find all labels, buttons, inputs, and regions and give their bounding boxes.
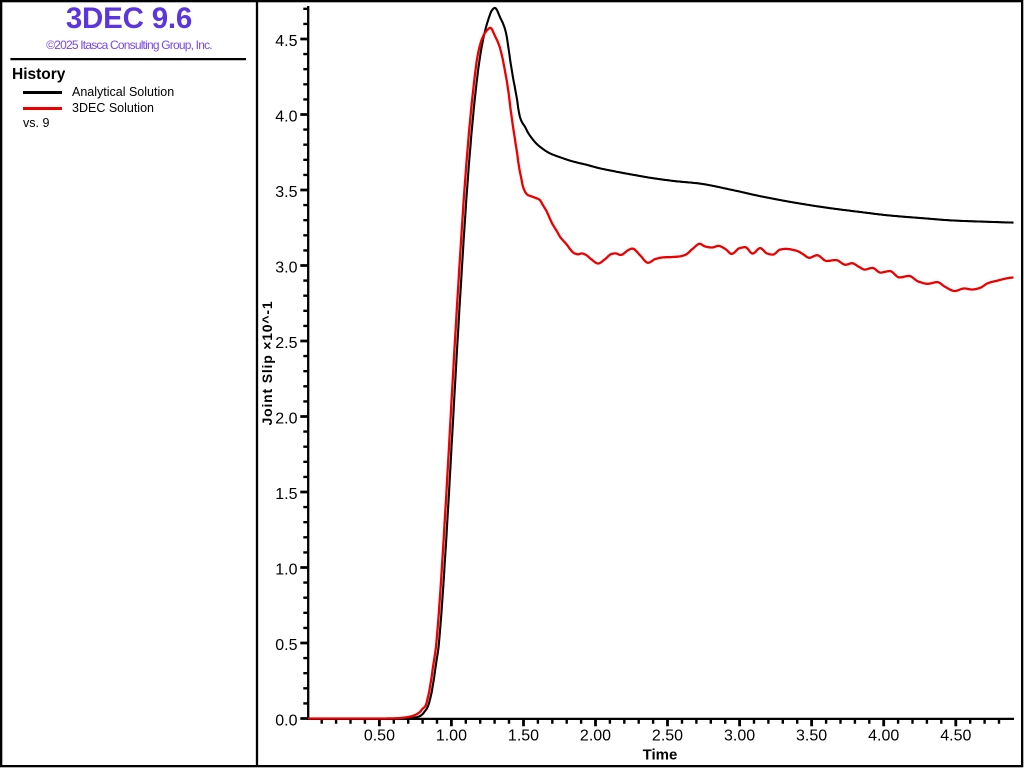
svg-text:2.50: 2.50 bbox=[652, 728, 683, 745]
svg-text:1.5: 1.5 bbox=[275, 486, 297, 503]
svg-text:4.5: 4.5 bbox=[275, 33, 297, 50]
svg-text:3.0: 3.0 bbox=[275, 260, 297, 277]
svg-text:3.50: 3.50 bbox=[796, 728, 827, 745]
svg-text:Joint Slip ×10^-1: Joint Slip ×10^-1 bbox=[259, 301, 275, 426]
svg-text:0.5: 0.5 bbox=[275, 637, 297, 654]
svg-text:1.0: 1.0 bbox=[275, 562, 297, 579]
svg-text:3.5: 3.5 bbox=[275, 184, 297, 201]
svg-text:Time: Time bbox=[643, 746, 678, 763]
svg-text:1.00: 1.00 bbox=[436, 728, 467, 745]
svg-text:2.5: 2.5 bbox=[275, 335, 297, 352]
svg-text:4.50: 4.50 bbox=[940, 728, 971, 745]
svg-text:3.00: 3.00 bbox=[724, 728, 755, 745]
svg-text:2.00: 2.00 bbox=[580, 728, 611, 745]
svg-text:2.0: 2.0 bbox=[275, 411, 297, 428]
svg-text:4.0: 4.0 bbox=[275, 109, 297, 126]
svg-text:0.0: 0.0 bbox=[275, 713, 297, 730]
svg-text:4.00: 4.00 bbox=[868, 728, 899, 745]
svg-text:0.50: 0.50 bbox=[364, 728, 395, 745]
svg-text:1.50: 1.50 bbox=[508, 728, 539, 745]
